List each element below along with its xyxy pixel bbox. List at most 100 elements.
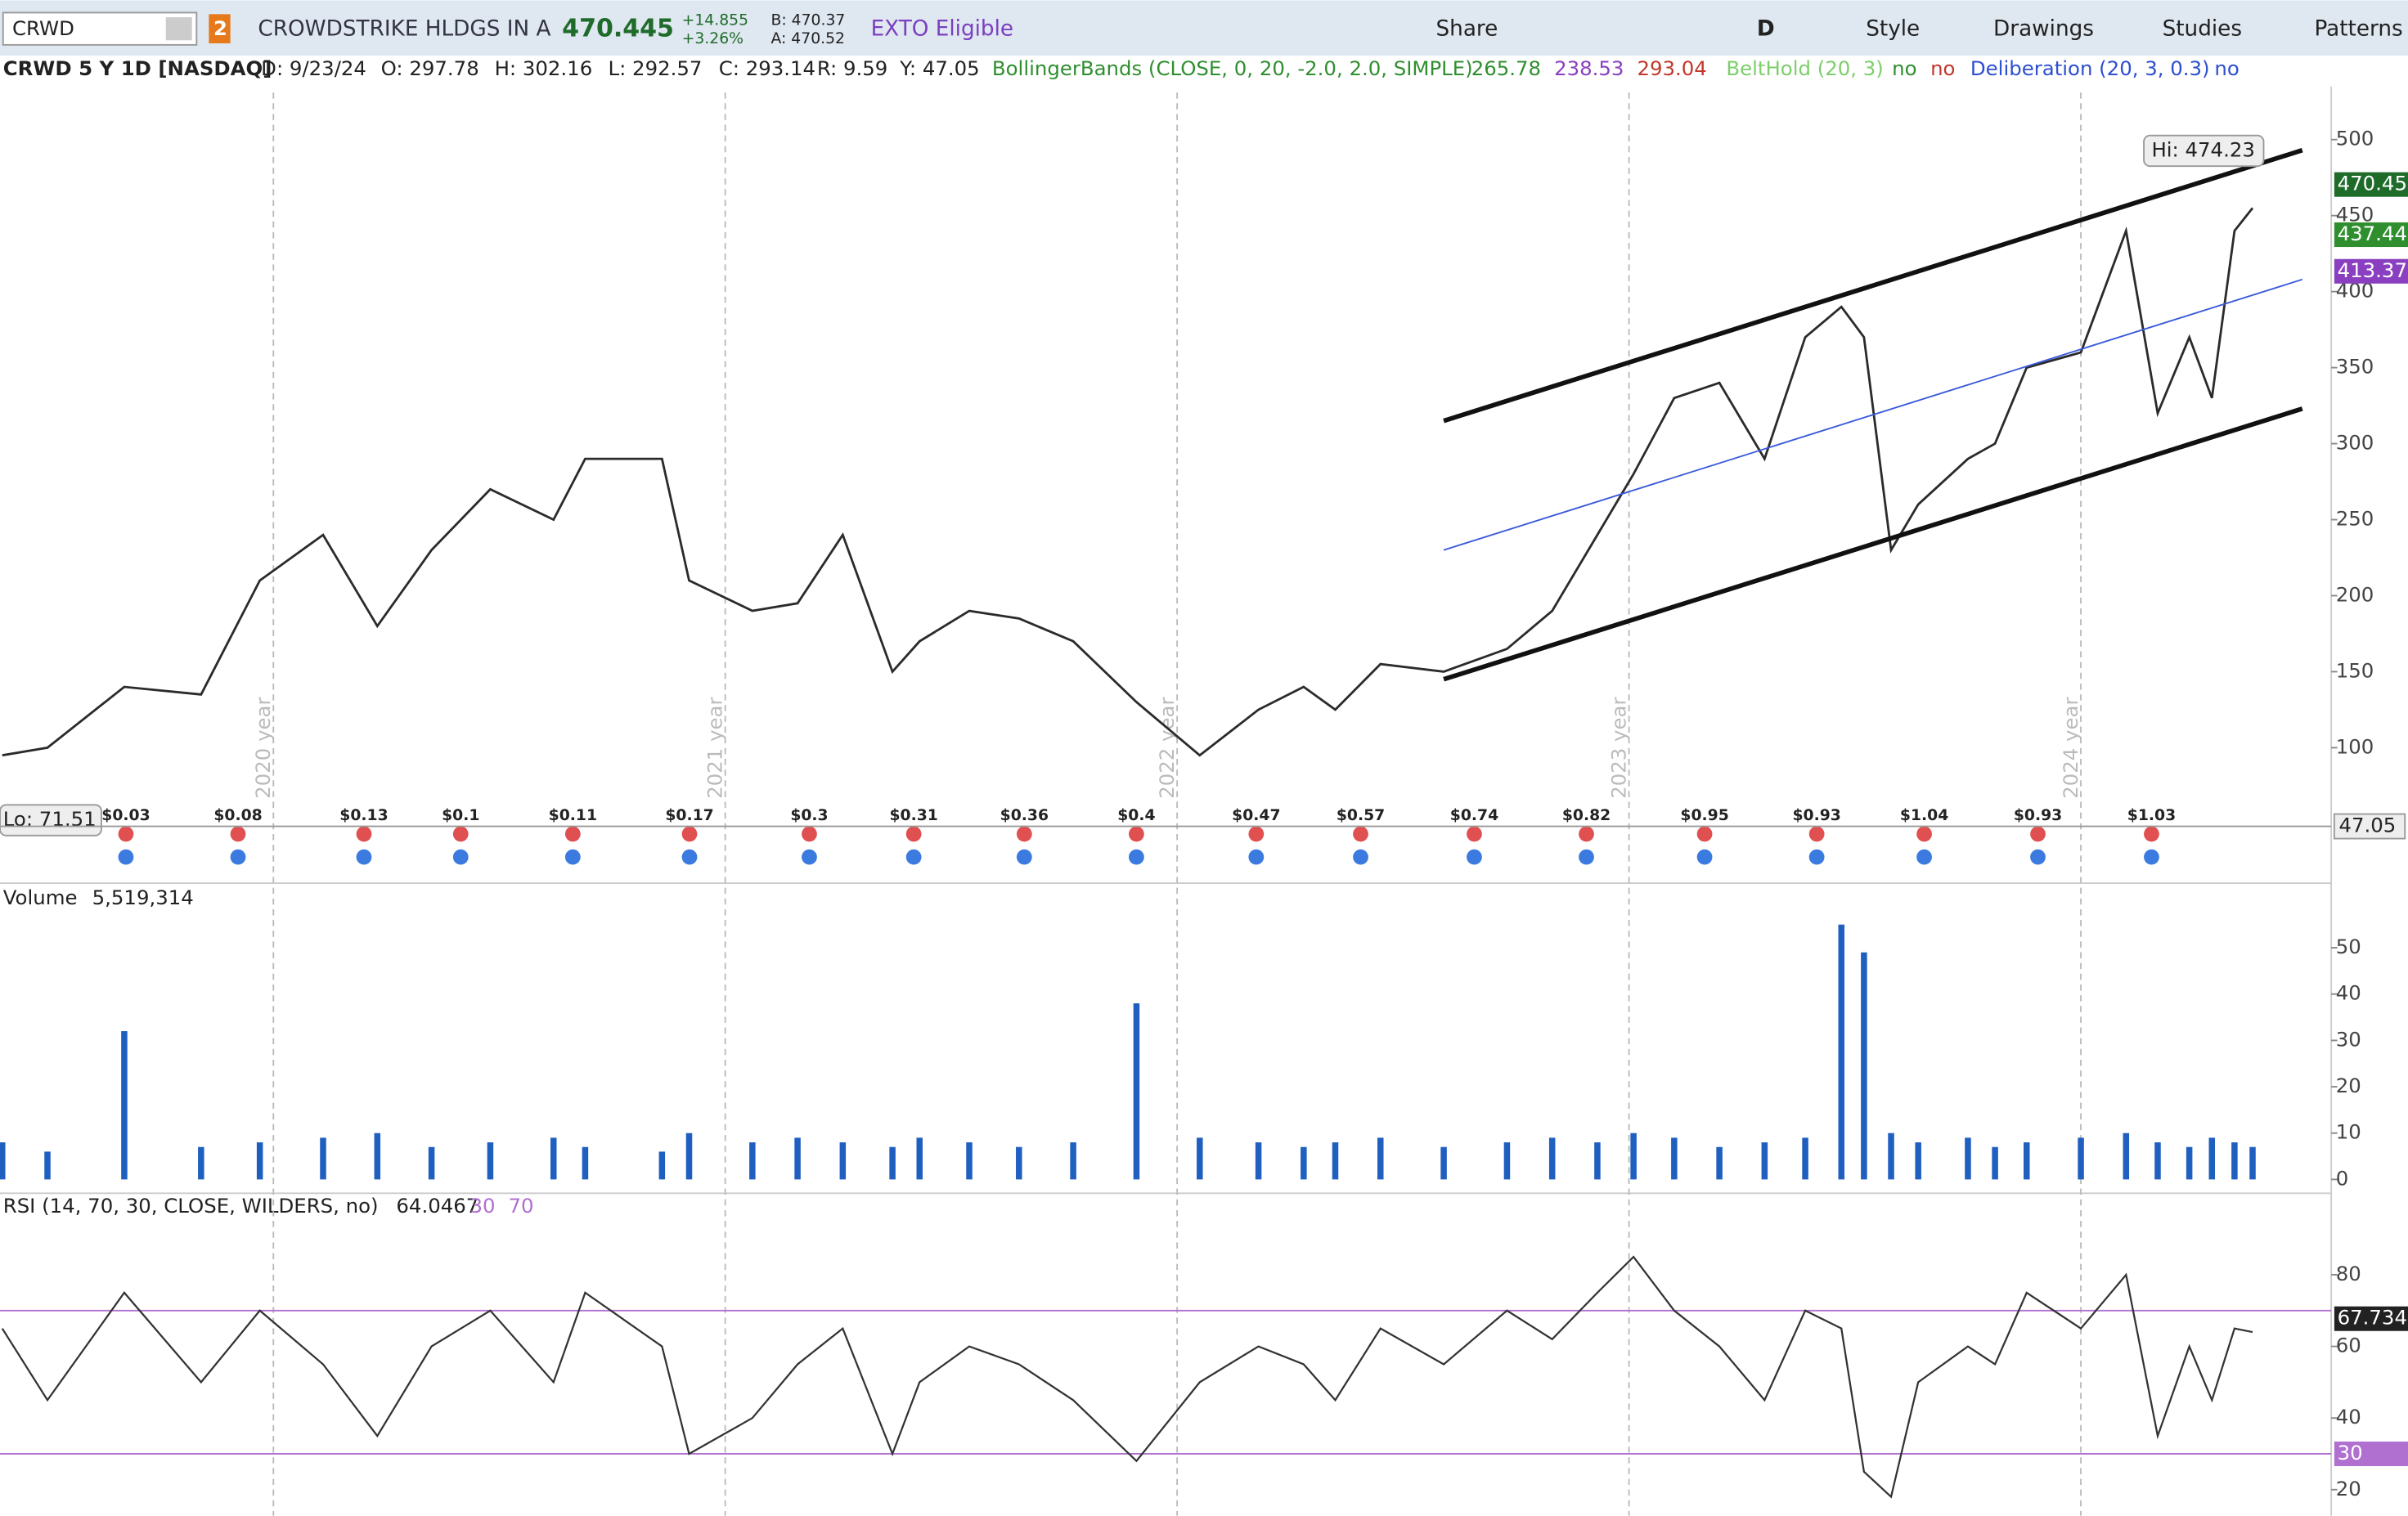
earnings-label: $1.03 bbox=[2127, 807, 2176, 824]
y-tick-label: 30 bbox=[2336, 1027, 2361, 1051]
volume-bar bbox=[685, 1133, 693, 1180]
earnings-label: $0.17 bbox=[665, 807, 713, 824]
dividend-icon bbox=[1353, 849, 1368, 865]
y-tick-label: 350 bbox=[2336, 355, 2374, 379]
rsi-level-high: 70 bbox=[508, 1194, 533, 1218]
y-tick-label: 80 bbox=[2336, 1262, 2361, 1285]
earnings-icon bbox=[230, 826, 246, 842]
volume-bar bbox=[1503, 1142, 1511, 1180]
earnings-icon bbox=[356, 826, 372, 842]
dividend-icon bbox=[1916, 849, 1932, 865]
lo-label: Lo: 71.51 bbox=[3, 807, 97, 831]
y-tick-label: 0 bbox=[2336, 1166, 2349, 1190]
volume-bar bbox=[1716, 1146, 1723, 1180]
dividend-icon bbox=[905, 849, 922, 865]
volume-bar bbox=[582, 1146, 589, 1180]
volume-bar bbox=[428, 1146, 435, 1180]
dividend-icon bbox=[564, 849, 581, 865]
earnings-icon bbox=[802, 826, 817, 842]
earnings-icon bbox=[1579, 826, 1594, 842]
earnings-icon bbox=[1248, 826, 1265, 842]
volume-bar bbox=[1016, 1146, 1022, 1180]
rsi-title: RSI (14, 70, 30, CLOSE, WILDERS, no) bbox=[3, 1194, 379, 1218]
year-label: 2024 year bbox=[2059, 697, 2082, 799]
volume-bar bbox=[2231, 1142, 2238, 1180]
volume-bar bbox=[839, 1142, 847, 1180]
link-badge-text: 2 bbox=[213, 16, 227, 40]
style-button[interactable]: Style bbox=[1866, 17, 1920, 42]
trendline bbox=[1443, 148, 2303, 424]
price-line bbox=[2, 207, 2254, 757]
symbol-box[interactable] bbox=[2, 11, 198, 46]
change-pct: +3.26% bbox=[682, 30, 744, 47]
earnings-icon bbox=[681, 826, 698, 842]
rsi-badge-text: 30 bbox=[2338, 1441, 2363, 1464]
earnings-label: $0.03 bbox=[101, 807, 150, 824]
chart-title: CRWD 5 Y 1D [NASDAQ] bbox=[3, 56, 272, 80]
year-label: 2021 year bbox=[703, 697, 726, 799]
dropdown[interactable] bbox=[165, 17, 192, 41]
volume-bar bbox=[198, 1146, 204, 1180]
symbol: CRWD bbox=[12, 16, 74, 40]
earnings-label: $0.4 bbox=[1117, 807, 1155, 824]
volume-bar bbox=[1332, 1142, 1339, 1180]
earnings-label: $0.93 bbox=[1792, 807, 1840, 824]
volume-bar bbox=[1440, 1146, 1447, 1180]
earnings-icon bbox=[1696, 826, 1713, 842]
volume-bar bbox=[550, 1137, 557, 1180]
volume-bar bbox=[487, 1142, 494, 1180]
volume-current: 5,519,314 bbox=[92, 886, 194, 909]
earnings-icon bbox=[564, 826, 581, 842]
y-tick-label: 300 bbox=[2336, 431, 2374, 455]
volume-bar bbox=[889, 1146, 896, 1180]
volume-bar bbox=[1761, 1142, 1768, 1180]
rsi-level-low: 30 bbox=[470, 1194, 496, 1218]
dividend-icon bbox=[1579, 849, 1594, 865]
earnings-icon bbox=[1016, 826, 1032, 842]
toolbar bbox=[0, 0, 2408, 56]
volume-bar bbox=[1630, 1133, 1637, 1180]
earnings-icon bbox=[2030, 826, 2046, 842]
earnings-icon bbox=[1808, 826, 1825, 842]
share-button[interactable]: Share bbox=[1436, 17, 1498, 42]
deliberation-label: Deliberation (20, 3, 0.3) bbox=[1970, 56, 2210, 80]
volume-bar bbox=[794, 1137, 801, 1180]
volume-bar bbox=[256, 1142, 263, 1180]
volume-bar bbox=[1548, 1137, 1556, 1180]
trendline bbox=[1443, 406, 2303, 682]
earnings-icon bbox=[2144, 826, 2159, 842]
earnings-icon bbox=[1467, 826, 1482, 842]
volume-bar bbox=[749, 1142, 756, 1180]
earnings-label: $0.36 bbox=[1000, 807, 1049, 824]
volume-title: Volume bbox=[3, 886, 78, 909]
volume-bar bbox=[1915, 1142, 1921, 1180]
y-tick-label: 500 bbox=[2336, 127, 2374, 150]
drawings-button[interactable]: Drawings bbox=[1993, 17, 2094, 42]
dividend-icon bbox=[1467, 849, 1482, 865]
bid: B: 470.37 bbox=[771, 11, 846, 29]
price-badge-text: 413.37 bbox=[2338, 258, 2407, 282]
price-badge bbox=[2334, 172, 2408, 197]
last-price: 470.445 bbox=[562, 15, 674, 43]
dividend-icon bbox=[1016, 849, 1032, 865]
dividend-icon bbox=[681, 849, 698, 865]
info-y: Y: 47.05 bbox=[899, 56, 979, 80]
studies-button[interactable]: Studies bbox=[2163, 17, 2242, 42]
volume-bar bbox=[1301, 1146, 1307, 1180]
info-date: D: 9/23/24 bbox=[261, 56, 366, 80]
dividend-icon bbox=[1248, 849, 1265, 865]
bb-low: 238.53 bbox=[1554, 56, 1624, 80]
rsi-badge bbox=[2334, 1441, 2408, 1467]
year-label: 2022 year bbox=[1155, 697, 1179, 799]
y-tick-label: 100 bbox=[2336, 734, 2374, 758]
volume-bar bbox=[2186, 1146, 2193, 1180]
volume-bar bbox=[2123, 1133, 2130, 1180]
period-button[interactable]: D bbox=[1757, 17, 1775, 42]
volume-bar bbox=[0, 1142, 6, 1180]
dividend-icon bbox=[118, 849, 134, 865]
rsi-current: 64.0467 bbox=[396, 1194, 478, 1218]
patterns-button[interactable]: Patterns bbox=[2314, 17, 2402, 42]
y-tick-label: 450 bbox=[2336, 203, 2374, 227]
link-badge[interactable] bbox=[209, 14, 231, 43]
